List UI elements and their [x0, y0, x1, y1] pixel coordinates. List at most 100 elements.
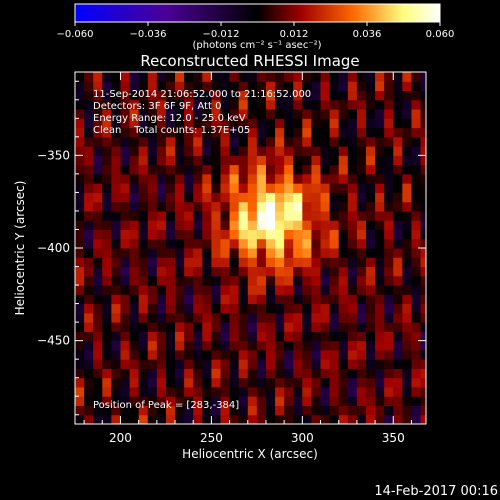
heatmap-cell: [302, 266, 312, 277]
heatmap-cell: [184, 99, 194, 110]
heatmap-cell: [293, 377, 303, 388]
heatmap-cell: [175, 248, 185, 258]
heatmap-cell: [311, 340, 322, 351]
heatmap-cell: [84, 220, 94, 230]
heatmap-cell: [165, 257, 176, 268]
heatmap-cell: [275, 164, 285, 175]
heatmap-cell: [293, 127, 303, 138]
heatmap-cell: [311, 368, 322, 379]
heatmap-cell: [256, 99, 267, 110]
heatmap-cell: [211, 109, 221, 119]
heatmap-cell: [238, 368, 249, 379]
heatmap-cell: [275, 229, 285, 240]
heatmap-cell: [75, 275, 85, 286]
heatmap-cell: [347, 396, 358, 406]
heatmap-cell: [256, 359, 267, 369]
heatmap-cell: [256, 322, 267, 332]
y-axis-title: Heliocentric Y (arcsec): [13, 181, 27, 316]
heatmap-cell: [184, 146, 194, 156]
heatmap-cell: [102, 405, 112, 416]
heatmap-cell: [420, 229, 426, 240]
heatmap-cell: [202, 266, 212, 277]
heatmap-cell: [147, 396, 158, 406]
heatmap-cell: [284, 99, 294, 110]
heatmap-cell: [320, 72, 331, 82]
heatmap-cell: [147, 257, 158, 268]
heatmap-cell: [120, 210, 131, 221]
heatmap-cell: [356, 349, 367, 360]
heatmap-cell: [193, 312, 203, 323]
heatmap-cell: [284, 386, 294, 397]
heatmap-cell: [184, 220, 194, 230]
heatmap-cell: [165, 109, 176, 119]
heatmap-cell: [420, 331, 426, 342]
heatmap-cell: [211, 201, 221, 212]
heatmap-cell: [165, 99, 176, 110]
heatmap-cell: [256, 396, 267, 406]
heatmap-cell: [393, 405, 403, 416]
heatmap-cell: [156, 99, 167, 110]
heatmap-cell: [156, 238, 167, 249]
heatmap-cell: [202, 294, 212, 305]
heatmap-cell: [247, 192, 258, 203]
heatmap-cell: [193, 72, 203, 82]
heatmap-cell: [375, 146, 385, 156]
heatmap-cell: [193, 257, 203, 268]
heatmap-cell: [202, 322, 212, 332]
heatmap-cell: [338, 238, 349, 249]
heatmap-cell: [356, 368, 367, 379]
heatmap-cell: [102, 201, 112, 212]
heatmap-cell: [302, 405, 312, 416]
heatmap-cell: [411, 155, 422, 166]
heatmap-cell: [411, 349, 422, 360]
heatmap-cell: [320, 99, 331, 110]
heatmap-cell: [338, 359, 349, 369]
heatmap-cell: [284, 81, 294, 92]
heatmap-cell: [84, 322, 94, 332]
heatmap-cell: [156, 72, 167, 82]
heatmap-cell: [356, 90, 367, 101]
heatmap-cell: [129, 210, 140, 221]
heatmap-cell: [420, 368, 426, 379]
heatmap-cell: [229, 164, 240, 175]
heatmap-cell: [402, 238, 412, 249]
heatmap-cell: [75, 183, 85, 193]
heatmap-cell: [175, 136, 185, 147]
heatmap-cell: [147, 164, 158, 175]
heatmap-cell: [420, 210, 426, 221]
heatmap-cell: [229, 210, 240, 221]
heatmap-cell: [156, 90, 167, 101]
heatmap-cell: [102, 275, 112, 286]
heatmap-cell: [175, 192, 185, 203]
heatmap-cell: [384, 146, 394, 156]
heatmap-cell: [365, 396, 376, 406]
heatmap-cell: [138, 210, 149, 221]
heatmap-cell: [138, 127, 149, 138]
heatmap-cell: [129, 109, 140, 119]
heatmap-cell: [320, 359, 331, 369]
heatmap-cell: [320, 368, 331, 379]
heatmap-cell: [293, 257, 303, 268]
heatmap-cell: [84, 238, 94, 249]
heatmap-cell: [311, 377, 322, 388]
heatmap-cell: [156, 275, 167, 286]
heatmap-cell: [229, 136, 240, 147]
heatmap-cell: [293, 192, 303, 203]
heatmap-cell: [384, 155, 394, 166]
heatmap-cell: [275, 312, 285, 323]
heatmap-cell: [329, 220, 340, 230]
heatmap-cell: [293, 331, 303, 342]
heatmap-cell: [302, 377, 312, 388]
heatmap-cell: [102, 331, 112, 342]
heatmap-cell: [175, 368, 185, 379]
heatmap-cell: [75, 331, 85, 342]
heatmap-cell: [302, 303, 312, 314]
heatmap-cell: [184, 359, 194, 369]
heatmap-cell: [238, 377, 249, 388]
x-tick-label: 300: [291, 431, 314, 445]
heatmap-cell: [338, 257, 349, 268]
heatmap-cell: [375, 405, 385, 416]
heatmap-cell: [393, 248, 403, 258]
heatmap-cell: [102, 155, 112, 166]
heatmap-cell: [247, 99, 258, 110]
